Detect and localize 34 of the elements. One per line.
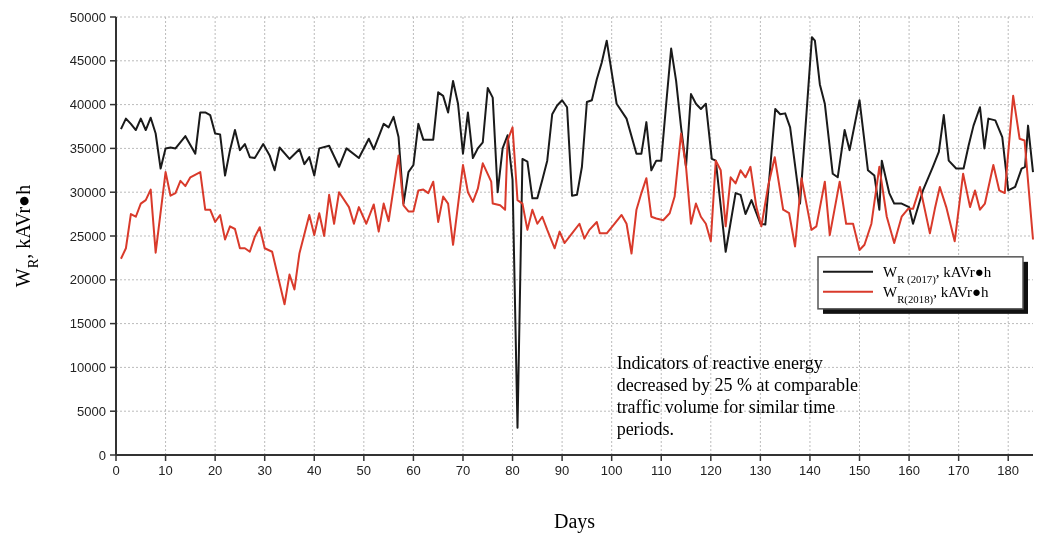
y-tick-label: 25000 bbox=[69, 228, 106, 244]
y-tick-label: 5000 bbox=[77, 403, 106, 419]
legend-label: W$_{R (2017)}$, kAVr●h bbox=[883, 263, 992, 286]
x-tick-label: 30 bbox=[257, 463, 272, 478]
x-tick-label: 100 bbox=[600, 463, 623, 478]
y-tick-label: 45000 bbox=[69, 53, 106, 69]
y-tick-label: 30000 bbox=[69, 184, 106, 200]
y-tick-label: 20000 bbox=[69, 272, 106, 288]
x-tick-label: 70 bbox=[455, 463, 471, 478]
x-tick-label: 180 bbox=[997, 463, 1020, 478]
x-tick-label: 20 bbox=[207, 463, 223, 478]
y-tick-label: 40000 bbox=[69, 97, 106, 113]
x-axis-title: Days bbox=[553, 510, 596, 533]
x-tick-label: 50 bbox=[356, 463, 372, 478]
x-tick-label: 160 bbox=[898, 463, 920, 478]
x-tick-label: 60 bbox=[406, 463, 421, 478]
y-tick-label: 15000 bbox=[69, 316, 106, 332]
x-tick-label: 80 bbox=[505, 463, 520, 478]
x-tick-label: 140 bbox=[799, 463, 821, 478]
x-tick-label: 150 bbox=[848, 463, 871, 478]
y-tick-label: 0 bbox=[98, 447, 106, 463]
annotation: Indicators of reactive energy decreased by 25 % at comparable traffic volume for similar time periods. bbox=[616, 353, 859, 440]
x-tick-label: 90 bbox=[554, 463, 570, 478]
x-tick-label: 0 bbox=[112, 463, 120, 478]
y-tick-label: 35000 bbox=[69, 140, 106, 156]
x-tick-label: 10 bbox=[158, 463, 173, 478]
x-tick-label: 130 bbox=[749, 463, 772, 478]
x-tick-label: 40 bbox=[307, 463, 322, 478]
x-tick-label: 170 bbox=[947, 463, 970, 478]
y-tick-label: 10000 bbox=[69, 359, 106, 375]
x-tick-label: 110 bbox=[650, 463, 672, 478]
y-tick-label: 50000 bbox=[69, 9, 106, 25]
x-tick-label: 120 bbox=[699, 463, 722, 478]
line-series bbox=[119, 94, 1034, 306]
